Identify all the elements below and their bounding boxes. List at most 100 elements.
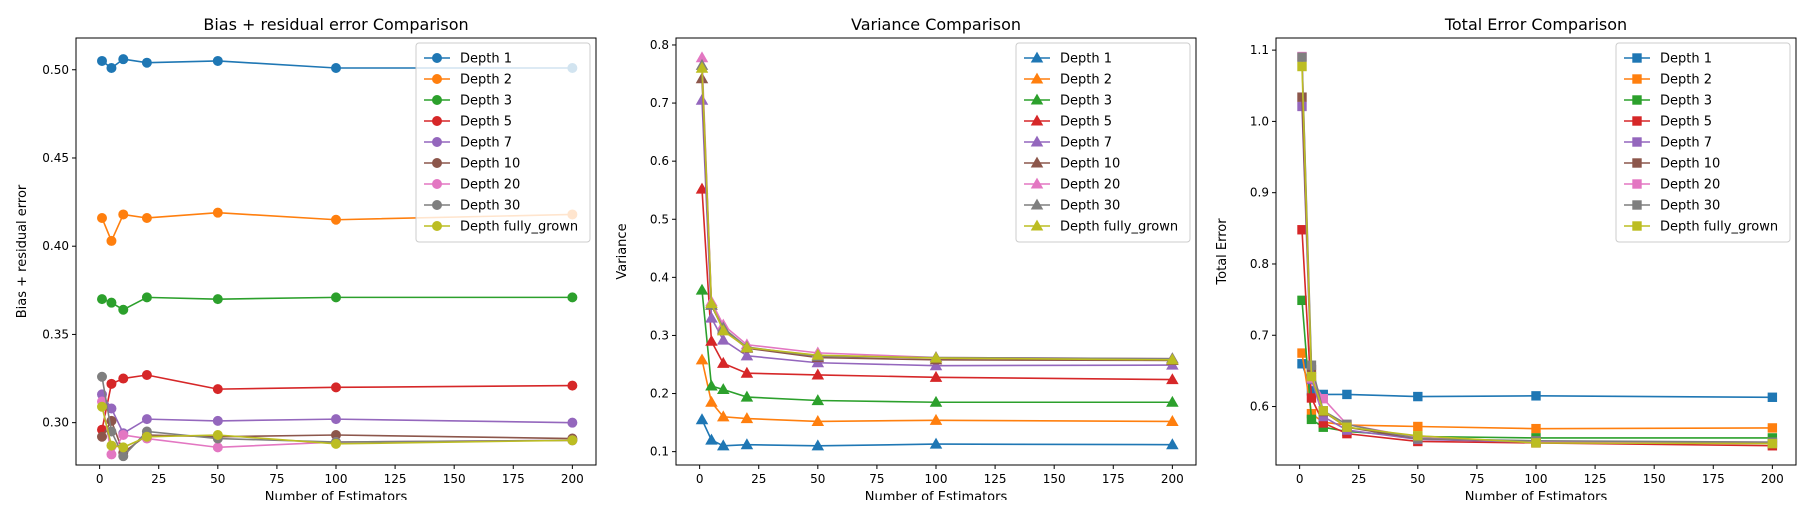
y-tick-label: 0.6	[650, 154, 669, 168]
legend-item: Depth 10	[424, 157, 520, 172]
chart-title: Bias + residual error Comparison	[203, 15, 468, 34]
legend-label: Depth 1	[1660, 52, 1712, 67]
data-point	[1767, 438, 1778, 449]
legend-item: Depth 2	[424, 73, 512, 88]
x-tick-label: 100	[925, 472, 948, 486]
data-point	[695, 353, 709, 365]
legend-item: Depth 5	[1624, 115, 1712, 130]
y-tick-label: 1.1	[1250, 43, 1269, 57]
data-point	[811, 394, 825, 406]
legend-item: Depth 7	[1624, 136, 1712, 151]
data-point	[212, 55, 223, 66]
legend-item: Depth 3	[424, 94, 512, 109]
data-point	[118, 442, 129, 453]
legend-item: Depth 2	[1624, 73, 1712, 88]
y-tick-label: 0.35	[42, 327, 69, 341]
data-point	[118, 430, 129, 441]
chart-panel-1: Bias + residual error Comparison 0 25 50 75 1…	[15, 15, 597, 505]
x-tick-label: 200	[1161, 472, 1184, 486]
legend-marker	[1632, 95, 1642, 105]
data-point	[106, 62, 117, 73]
legend-item: Depth 10	[1624, 157, 1720, 172]
data-point	[740, 438, 754, 450]
data-point	[212, 384, 223, 395]
legend-item: Depth 1	[424, 52, 512, 67]
legend-label: Depth 2	[1660, 73, 1712, 88]
data-point	[717, 324, 730, 336]
y-tick-label: 0.40	[42, 239, 69, 253]
data-point	[929, 359, 943, 371]
legend-label: Depth 3	[1660, 94, 1712, 109]
legend-item: Depth 20	[1624, 178, 1720, 193]
x-tick-label: 175	[502, 472, 525, 486]
x-tick-label: 50	[1410, 472, 1425, 486]
data-point	[106, 440, 117, 451]
data-point	[1297, 295, 1307, 306]
legend-marker	[432, 158, 442, 168]
data-point	[717, 333, 730, 345]
x-tick-label: 0	[96, 472, 104, 486]
legend-label: Depth 30	[1060, 199, 1120, 214]
legend-item: Depth fully_grown	[1024, 220, 1178, 235]
x-tick-label: 100	[1525, 472, 1548, 486]
data-point	[1531, 438, 1541, 448]
legend-marker	[1030, 114, 1044, 126]
x-tick-label: 25	[751, 472, 766, 486]
x-tick-label: 75	[1469, 472, 1484, 486]
legend-marker	[1632, 74, 1642, 84]
data-point	[567, 292, 578, 303]
data-point	[1166, 438, 1179, 450]
legend-label: Depth 7	[1660, 136, 1712, 151]
x-tick-label: 150	[1043, 472, 1066, 486]
data-point	[97, 294, 107, 305]
data-point	[106, 297, 117, 308]
y-tick-label: 0.7	[650, 96, 669, 110]
data-point	[929, 413, 943, 425]
legend: Depth 1 Depth 2 Depth 3 Depth 5 Depth 7 Depth…	[1015, 42, 1191, 243]
data-point	[695, 182, 709, 194]
legend-label: Depth 2	[1060, 73, 1112, 88]
data-point	[811, 356, 825, 368]
legend-marker	[432, 53, 442, 63]
data-point	[811, 439, 825, 451]
legend-marker	[432, 221, 442, 231]
x-tick-label: 0	[696, 472, 704, 486]
legend-label: Depth 5	[460, 115, 512, 130]
x-tick-label: 175	[1102, 472, 1125, 486]
chart-title: Variance Comparison	[851, 15, 1021, 34]
data-point	[118, 373, 129, 384]
data-point	[1297, 52, 1307, 62]
data-point	[106, 449, 117, 460]
data-point	[929, 351, 943, 363]
data-point	[811, 348, 825, 360]
data-point	[567, 380, 578, 391]
legend-label: Depth 10	[1060, 157, 1120, 172]
y-tick-label: 1.0	[1250, 114, 1269, 128]
data-point	[106, 235, 117, 246]
chart-panel-2: Variance Comparison 0 25 50 75 100 125 150 175 20…	[615, 15, 1197, 505]
legend-label: Depth 7	[1060, 136, 1112, 151]
data-point	[1306, 414, 1317, 425]
legend-item: Depth 7	[424, 136, 512, 151]
legend-label: Depth 1	[1060, 52, 1112, 67]
data-point	[106, 378, 117, 389]
y-tick-label: 0.1	[650, 445, 669, 459]
legend-marker	[1632, 179, 1642, 189]
data-point	[141, 292, 152, 303]
legend-label: Depth 20	[1060, 178, 1120, 193]
legend-item: Depth fully_grown	[424, 220, 578, 235]
legend-item: Depth 3	[1624, 94, 1712, 109]
legend-item: Depth 1	[1024, 52, 1112, 67]
x-axis-label: Number of Estimators	[865, 490, 1008, 500]
data-point	[1531, 391, 1541, 401]
x-tick-label: 75	[869, 472, 884, 486]
legend-item: Depth 2	[1024, 73, 1112, 88]
y-tick-label: 0.7	[1250, 328, 1269, 342]
legend-item: Depth 20	[424, 178, 520, 193]
data-point	[740, 341, 754, 353]
legend-marker	[1030, 177, 1044, 189]
legend-label: Depth 3	[460, 94, 512, 109]
data-point	[118, 451, 129, 462]
data-point	[1767, 423, 1778, 433]
